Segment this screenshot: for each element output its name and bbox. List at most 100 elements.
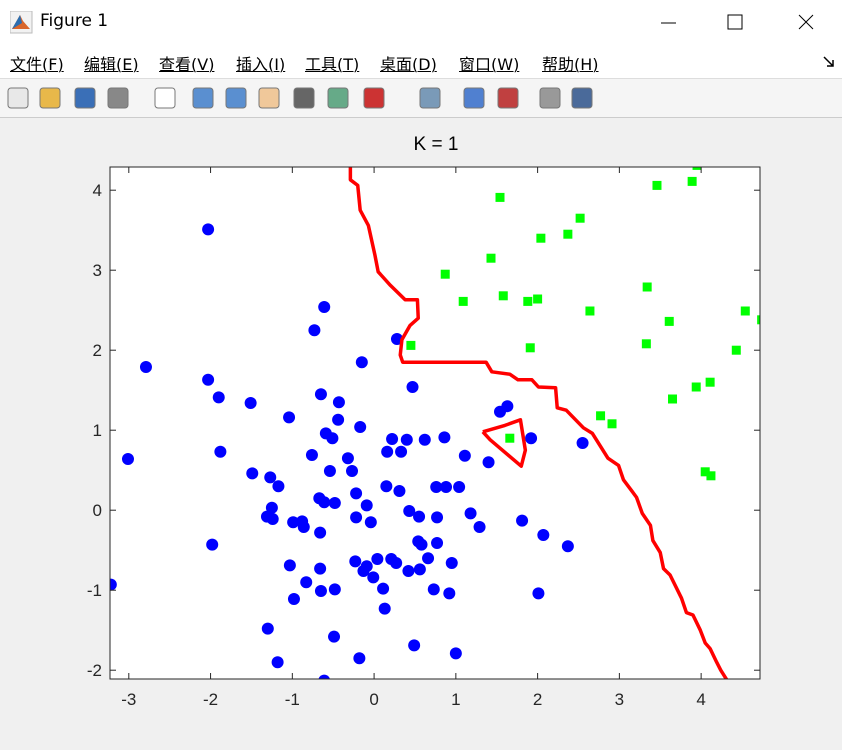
point <box>422 552 435 565</box>
point <box>272 480 285 493</box>
point <box>305 449 318 461</box>
menu-item[interactable]: 查看(V) <box>159 55 215 74</box>
toolbar-button[interactable] <box>363 87 385 109</box>
point <box>482 456 495 469</box>
point <box>406 340 416 350</box>
point <box>536 233 546 243</box>
point <box>705 377 715 387</box>
point <box>440 269 450 279</box>
point <box>486 253 496 263</box>
x-tick-label: 4 <box>696 690 705 709</box>
toolbar-button[interactable] <box>225 87 247 109</box>
x-tick-label: 1 <box>451 690 460 709</box>
point <box>687 176 697 186</box>
point <box>346 465 359 477</box>
x-tick-label: -2 <box>203 690 218 709</box>
y-tick-label: 4 <box>93 181 102 200</box>
point <box>473 521 486 533</box>
point <box>525 343 535 353</box>
y-tick-label: -2 <box>87 661 102 680</box>
point <box>314 388 327 401</box>
point <box>395 445 408 458</box>
y-tick-label: 2 <box>93 341 102 360</box>
toolbar-button[interactable] <box>571 87 593 109</box>
toolbar-button[interactable] <box>74 87 96 109</box>
point <box>415 538 428 551</box>
toolbar-button[interactable] <box>39 87 61 109</box>
point <box>393 485 406 497</box>
axes-box <box>109 166 761 680</box>
point <box>380 480 393 493</box>
point <box>326 432 339 445</box>
menu-item[interactable]: 文件(F) <box>10 55 64 74</box>
toolbar-button[interactable] <box>258 87 280 109</box>
point <box>378 602 391 615</box>
y-tick-label: 0 <box>93 501 102 520</box>
toolbar-button[interactable] <box>419 87 441 109</box>
window-controls <box>661 14 814 30</box>
toolbar-button[interactable] <box>497 87 519 109</box>
toolbar-button[interactable] <box>539 87 561 109</box>
point <box>400 433 413 446</box>
menu-item[interactable]: 插入(I) <box>236 55 286 74</box>
point <box>440 481 453 493</box>
point <box>700 467 710 477</box>
menu-item[interactable]: 窗口(W) <box>459 55 520 74</box>
toolbar-button[interactable] <box>463 87 485 109</box>
point <box>706 471 716 481</box>
toolbar-button[interactable] <box>293 87 315 109</box>
menu-item[interactable]: 编辑(E) <box>84 55 139 74</box>
point <box>287 516 300 529</box>
point <box>691 382 701 392</box>
point <box>350 487 363 500</box>
toolbar-button[interactable] <box>154 87 176 109</box>
point <box>523 296 533 306</box>
marks <box>110 167 760 679</box>
window-title: Figure 1 <box>40 11 109 31</box>
y-tick-label: -1 <box>87 581 102 600</box>
close-button[interactable] <box>798 14 814 30</box>
point <box>349 555 362 568</box>
point <box>357 565 370 577</box>
point <box>318 496 331 509</box>
y-tick-label: 1 <box>93 421 102 440</box>
menu-item[interactable]: 桌面(D) <box>380 55 437 74</box>
point <box>371 553 384 565</box>
point <box>202 223 215 236</box>
point <box>431 537 444 549</box>
point <box>607 419 617 429</box>
point <box>283 411 296 424</box>
maximize-button[interactable] <box>727 14 743 30</box>
toolbar-button[interactable] <box>192 87 214 109</box>
point <box>501 400 514 413</box>
plot-area <box>110 167 760 679</box>
point <box>206 538 219 551</box>
menu-item[interactable]: 帮助(H) <box>542 55 599 74</box>
point <box>367 571 380 584</box>
point <box>110 578 117 591</box>
toolbar-button[interactable] <box>7 87 29 109</box>
point <box>402 565 415 577</box>
point <box>453 481 466 493</box>
point <box>740 306 750 316</box>
point <box>668 394 678 404</box>
point <box>314 562 327 575</box>
point <box>271 656 284 669</box>
point <box>287 593 300 605</box>
title-bar: Figure 1 <box>0 0 842 45</box>
point <box>244 397 257 409</box>
toolbar-button[interactable] <box>107 87 129 109</box>
menu-item[interactable]: 工具(T) <box>305 55 360 74</box>
decision-boundary <box>348 167 729 679</box>
point <box>408 639 421 652</box>
toolbar-button[interactable] <box>327 87 349 109</box>
point <box>576 437 589 449</box>
point <box>328 583 341 596</box>
point <box>139 361 152 373</box>
point <box>355 356 368 369</box>
point <box>537 529 550 541</box>
dock-arrow[interactable] <box>822 55 836 69</box>
point <box>495 192 505 202</box>
point <box>328 630 341 643</box>
